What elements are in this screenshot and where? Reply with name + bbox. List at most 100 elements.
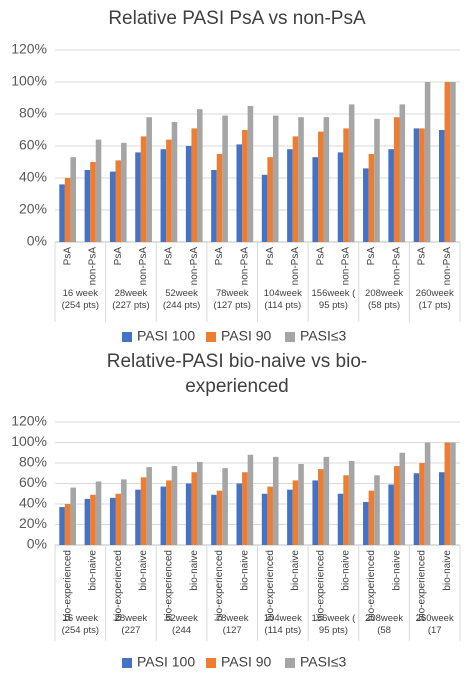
- bar: [70, 157, 77, 242]
- bar: [393, 466, 400, 545]
- bar: [413, 128, 420, 242]
- y-tick-label: 40%: [19, 169, 47, 185]
- legend-swatch: [285, 658, 295, 668]
- bar: [287, 489, 293, 545]
- y-tick-label: 80%: [19, 105, 47, 121]
- bar: [363, 168, 369, 242]
- x-tick-label: non-PsA: [189, 247, 200, 286]
- group-label: 28week (227: [114, 613, 148, 636]
- bar: [146, 467, 152, 545]
- x-tick-label: non-PsA: [290, 247, 301, 286]
- chart: Relative-PASI bio-naive vs bio-experienc…: [0, 345, 474, 685]
- bar: [312, 480, 318, 545]
- x-tick-label: non-PsA: [341, 247, 352, 286]
- bar: [450, 442, 456, 545]
- group-label: 78week (127 pts): [213, 288, 251, 311]
- y-tick-label: 100%: [11, 433, 47, 449]
- bar: [84, 498, 91, 545]
- group-label: 28week (227 pts): [112, 288, 150, 311]
- x-tick-label: bio-experienced: [366, 550, 377, 621]
- group-label: 260week (17: [415, 613, 454, 636]
- bar: [374, 475, 380, 545]
- group-label: 260week (17 pts): [415, 288, 454, 311]
- bar: [272, 456, 279, 545]
- x-tick-label: non-PsA: [239, 247, 250, 286]
- bar: [298, 464, 304, 545]
- bar: [368, 490, 375, 545]
- x-tick-label: non-PsA: [391, 247, 402, 286]
- bar: [166, 480, 172, 545]
- bar: [59, 184, 65, 242]
- bar: [95, 481, 102, 545]
- y-tick-label: 40%: [19, 495, 47, 511]
- y-tick-label: 60%: [19, 474, 47, 490]
- y-tick-label: 120%: [11, 41, 47, 57]
- legend-label: PASI 100: [137, 328, 195, 344]
- bar: [348, 104, 355, 243]
- bar: [368, 154, 375, 242]
- bar: [95, 139, 102, 242]
- legend-label: PASI≤3: [300, 328, 347, 344]
- chart-title: Relative-PASI bio-naive vs bio-experienc…: [106, 351, 368, 397]
- x-tick-label: bio-naive: [239, 550, 250, 591]
- y-tick-label: 20%: [19, 201, 47, 217]
- bar: [160, 486, 167, 545]
- x-tick-label: PsA: [214, 247, 225, 266]
- x-tick-label: bio-experienced: [164, 550, 175, 621]
- x-tick-label: PsA: [315, 247, 326, 266]
- group-label: 208week (58 pts): [365, 288, 404, 311]
- bar: [298, 117, 304, 242]
- x-tick-label: bio-experienced: [113, 550, 124, 621]
- x-tick-label: PsA: [62, 247, 73, 266]
- bar: [348, 460, 355, 545]
- bar: [222, 468, 228, 545]
- x-tick-label: bio-naive: [391, 550, 402, 591]
- y-tick-label: 120%: [11, 413, 47, 429]
- bar: [171, 122, 178, 242]
- y-tick-label: 100%: [11, 73, 47, 89]
- x-tick-label: bio-naive: [442, 550, 453, 591]
- bar: [185, 483, 192, 545]
- legend-label: PASI 100: [137, 654, 195, 670]
- x-tick-label: bio-naive: [341, 550, 352, 591]
- bar: [337, 493, 344, 545]
- legend-label: PASI≤3: [300, 654, 347, 670]
- bar: [211, 170, 217, 242]
- bar: [211, 494, 217, 545]
- bar: [424, 442, 431, 545]
- bar: [292, 136, 299, 242]
- bar: [337, 152, 344, 242]
- bar: [236, 144, 243, 242]
- x-tick-label: PsA: [113, 247, 124, 266]
- bar: [121, 479, 127, 545]
- group-label: 208week (58: [365, 613, 404, 636]
- x-tick-label: non-PsA: [88, 247, 99, 286]
- bar: [121, 142, 127, 242]
- x-tick-label: PsA: [265, 247, 276, 266]
- x-tick-label: bio-experienced: [214, 550, 225, 621]
- bar: [160, 149, 167, 242]
- bar: [438, 472, 445, 545]
- y-tick-label: 60%: [19, 137, 47, 153]
- bar: [261, 174, 268, 242]
- bar: [64, 504, 71, 545]
- group-label: 52week (244 pts): [162, 288, 201, 311]
- bar: [166, 139, 172, 242]
- chart-title: Relative PASI PsA vs non-PsA: [108, 8, 366, 29]
- group-label: 156week ( 95 pts): [311, 288, 356, 311]
- bar: [64, 178, 71, 242]
- legend-swatch: [206, 332, 216, 342]
- group-label: 78week (127: [215, 613, 249, 636]
- x-tick-label: non-PsA: [138, 247, 149, 286]
- chart-svg: 0% 20% 40% 60% 80% 100% 120% bio-experienced bio…: [11, 413, 461, 670]
- legend-label: PASI 90: [221, 328, 272, 344]
- bar: [216, 154, 223, 242]
- bar: [84, 170, 91, 242]
- bar: [419, 128, 425, 242]
- bar: [90, 494, 96, 545]
- bar: [312, 157, 318, 242]
- legend-swatch: [285, 332, 295, 342]
- bar: [236, 483, 243, 545]
- bar: [413, 473, 420, 545]
